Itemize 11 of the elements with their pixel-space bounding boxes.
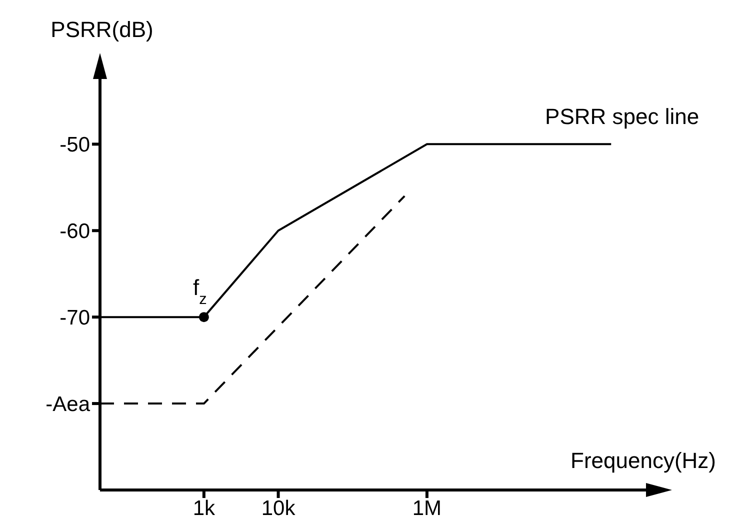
- y-tick-label: -70: [60, 306, 90, 330]
- x-tick-label: 1M: [412, 496, 442, 520]
- series-label: PSRR spec line: [545, 104, 700, 130]
- y-axis-title: PSRR(dB): [50, 17, 154, 42]
- x-tick-label: 1k: [192, 496, 216, 520]
- x-tick-label: 10k: [261, 496, 296, 520]
- x-axis-title: Frequency(Hz): [570, 448, 716, 473]
- y-tick-label: -60: [60, 220, 90, 244]
- y-tick-label: -Aea: [46, 392, 90, 416]
- annotation: f$_{z}$: [193, 275, 207, 308]
- y-tick-label: -50: [60, 134, 90, 157]
